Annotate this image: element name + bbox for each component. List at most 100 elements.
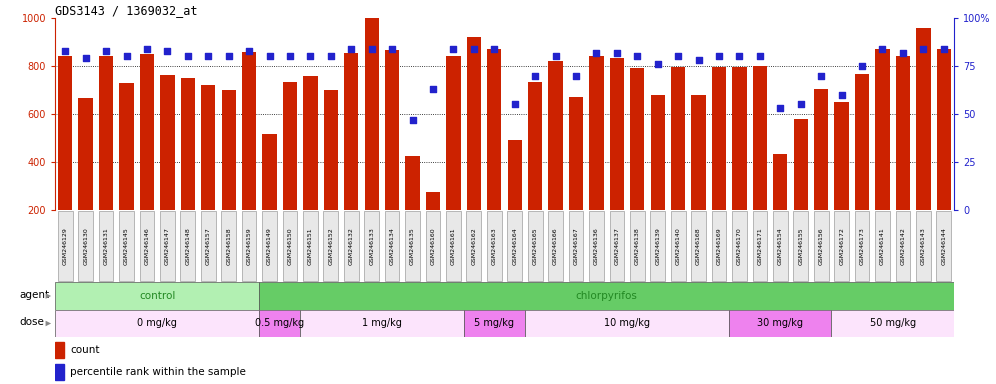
Point (282, 53, 298, 60)
Text: GSM246144: GSM246144 (941, 227, 946, 265)
FancyBboxPatch shape (916, 212, 930, 281)
Bar (55, 364, 64, 381)
Text: GSM246138: GSM246138 (634, 227, 639, 265)
Point (772, 105, 788, 111)
Point (57, 48, 73, 54)
FancyBboxPatch shape (283, 212, 298, 281)
Bar (650, 95, 665, 258)
Text: agent: agent (19, 290, 50, 300)
FancyBboxPatch shape (384, 212, 399, 281)
Text: GSM246161: GSM246161 (451, 227, 456, 265)
Text: GSM246156: GSM246156 (819, 227, 824, 265)
Bar (55, 310, 259, 337)
FancyBboxPatch shape (855, 212, 870, 281)
Point (384, 46, 400, 52)
FancyBboxPatch shape (773, 212, 788, 281)
Point (507, 101, 523, 108)
Bar (180, 78, 195, 258)
Text: GSM246157: GSM246157 (206, 227, 211, 265)
FancyBboxPatch shape (895, 212, 910, 281)
Text: GSM246143: GSM246143 (921, 227, 926, 265)
Point (404, 117, 420, 123)
Bar (916, 28, 930, 258)
Text: GSM246159: GSM246159 (247, 227, 252, 265)
Point (731, 53, 747, 60)
FancyBboxPatch shape (466, 212, 481, 281)
Bar (55, 342, 64, 359)
Point (425, 86, 441, 92)
Text: 0 mg/kg: 0 mg/kg (137, 318, 177, 328)
Bar (508, 141, 522, 258)
Point (834, 92, 850, 98)
FancyBboxPatch shape (201, 212, 215, 281)
Text: percentile rank within the sample: percentile rank within the sample (70, 367, 246, 377)
Bar (300, 310, 463, 337)
Bar (463, 310, 525, 337)
Point (241, 48, 257, 54)
Bar (835, 102, 849, 258)
Point (119, 53, 134, 60)
Point (752, 53, 768, 60)
FancyBboxPatch shape (650, 212, 665, 281)
Point (78, 55, 94, 61)
Bar (528, 82, 542, 258)
Text: dose: dose (19, 317, 44, 327)
FancyBboxPatch shape (794, 212, 808, 281)
FancyBboxPatch shape (753, 212, 767, 281)
Point (180, 53, 196, 60)
FancyBboxPatch shape (507, 212, 522, 281)
Bar (487, 49, 501, 258)
Bar (139, 55, 154, 258)
FancyBboxPatch shape (120, 212, 133, 281)
Bar (630, 68, 644, 258)
Point (303, 53, 319, 60)
Text: GDS3143 / 1369032_at: GDS3143 / 1369032_at (55, 4, 197, 17)
Text: GSM246146: GSM246146 (144, 227, 149, 265)
Bar (324, 90, 338, 258)
FancyBboxPatch shape (712, 212, 726, 281)
Text: 50 mg/kg: 50 mg/kg (870, 318, 915, 328)
Text: GSM246158: GSM246158 (226, 227, 231, 265)
Text: 30 mg/kg: 30 mg/kg (757, 318, 804, 328)
Point (344, 46, 360, 52)
Point (629, 53, 645, 60)
Text: GSM246141: GSM246141 (880, 227, 885, 265)
Point (548, 53, 564, 60)
Text: GSM246167: GSM246167 (574, 227, 579, 265)
Bar (590, 56, 604, 258)
Bar (259, 310, 300, 337)
Text: GSM246142: GSM246142 (900, 227, 905, 265)
Point (486, 46, 502, 52)
FancyBboxPatch shape (344, 212, 359, 281)
Text: GSM246164: GSM246164 (512, 227, 517, 265)
Bar (221, 90, 236, 258)
Bar (259, 282, 954, 310)
Text: 10 mg/kg: 10 mg/kg (605, 318, 650, 328)
Point (936, 46, 952, 52)
Point (99, 48, 115, 54)
Point (670, 53, 686, 60)
Text: control: control (139, 291, 175, 301)
Bar (446, 56, 460, 258)
Point (262, 53, 278, 60)
Point (589, 50, 605, 56)
FancyBboxPatch shape (262, 212, 277, 281)
FancyBboxPatch shape (365, 212, 379, 281)
FancyBboxPatch shape (691, 212, 706, 281)
Text: GSM246140: GSM246140 (675, 227, 680, 265)
Point (690, 57, 706, 63)
Bar (242, 51, 256, 258)
Point (649, 61, 665, 67)
FancyBboxPatch shape (58, 212, 73, 281)
Bar (814, 89, 829, 258)
Text: GSM246149: GSM246149 (267, 227, 272, 265)
Text: GSM246136: GSM246136 (594, 227, 599, 265)
Point (711, 53, 727, 60)
Text: GSM246147: GSM246147 (165, 227, 170, 265)
Bar (79, 98, 93, 258)
Bar (58, 56, 73, 258)
Text: GSM246168: GSM246168 (696, 227, 701, 265)
Text: GSM246145: GSM246145 (124, 227, 129, 265)
Point (915, 46, 931, 52)
Bar (832, 310, 954, 337)
